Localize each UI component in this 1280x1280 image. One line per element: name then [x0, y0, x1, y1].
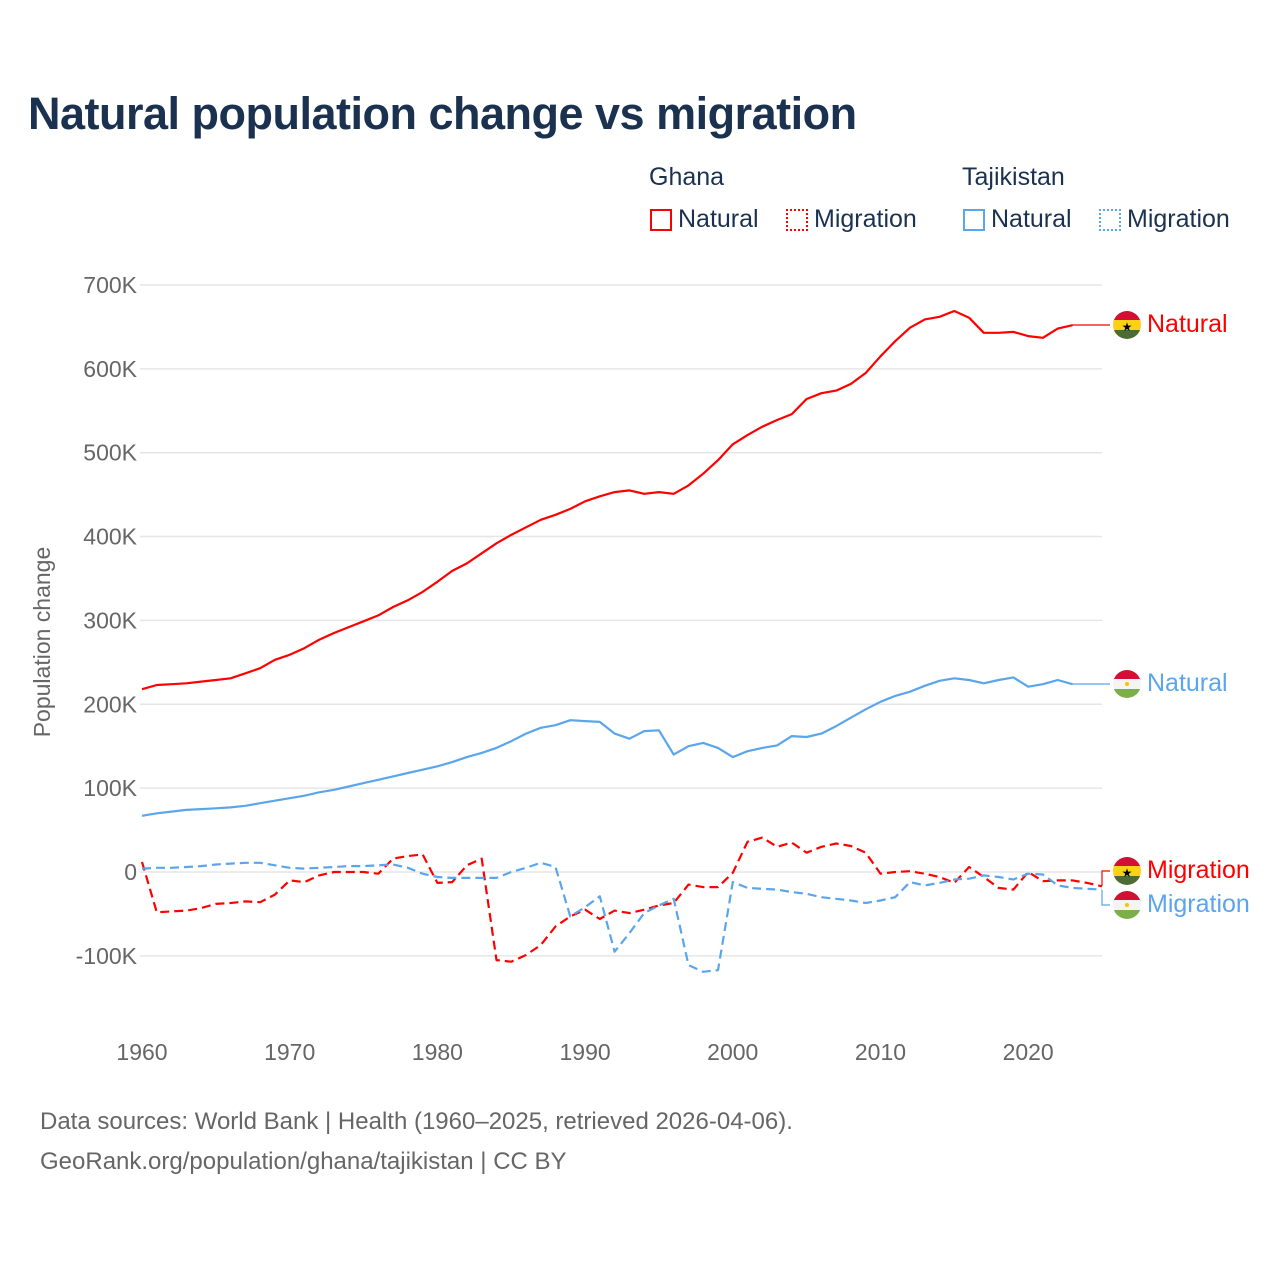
end-label-tajikistan-migration: Migration: [1147, 890, 1250, 918]
x-tick-label: 2010: [855, 1039, 906, 1065]
legend-label: Natural: [678, 205, 759, 233]
y-tick-label: 600K: [83, 356, 137, 382]
legend-tajikistan-migration[interactable]: Migration: [1099, 205, 1230, 234]
footer-credit[interactable]: GeoRank.org/population/ghana/tajikistan …: [40, 1148, 567, 1175]
end-label-tajikistan-natural: Natural: [1147, 669, 1228, 697]
x-tick-label: 2020: [1003, 1039, 1054, 1065]
connector-tajikistan-migration: [1101, 890, 1110, 906]
legend-label: Migration: [814, 205, 917, 233]
y-tick-label: 500K: [83, 440, 137, 466]
tajikistan-flag-icon: [1113, 670, 1141, 698]
x-tick-label: 1980: [412, 1039, 463, 1065]
footer-source: Data sources: World Bank | Health (1960–…: [40, 1108, 793, 1135]
end-label-ghana-migration: Migration: [1147, 856, 1250, 884]
y-axis-label: Population change: [29, 547, 55, 738]
series-line-ghana-migration[interactable]: [140, 836, 1103, 963]
legend-swatch-dotted-blue: [1099, 208, 1121, 231]
chart-title: Natural population change vs migration: [28, 88, 857, 139]
y-tick-label: 200K: [83, 691, 137, 717]
legend-label: Migration: [1127, 205, 1230, 233]
x-tick-label: 1970: [264, 1039, 315, 1065]
tajikistan-flag-icon: [1113, 891, 1141, 919]
x-tick-label: 1960: [116, 1039, 167, 1065]
x-tick-label: 1990: [559, 1039, 610, 1065]
legend-ghana-migration[interactable]: Migration: [786, 205, 917, 234]
y-tick-label: 300K: [83, 607, 137, 633]
legend-group-tajikistan: Tajikistan: [962, 163, 1065, 191]
legend-swatch-solid-red: [650, 208, 672, 231]
svg-text:★: ★: [1122, 866, 1133, 880]
y-tick-label: 700K: [83, 272, 137, 298]
y-tick-label: 0: [124, 859, 137, 885]
x-tick-label: 2000: [707, 1039, 758, 1065]
ghana-flag-icon: ★: [1113, 311, 1141, 339]
ghana-flag-icon: ★: [1113, 857, 1141, 885]
connector-ghana-migration: [1101, 870, 1110, 886]
legend-tajikistan-natural[interactable]: Natural: [963, 205, 1072, 234]
y-tick-label: 100K: [83, 775, 137, 801]
legend-swatch-solid-blue: [963, 208, 985, 231]
series-line-ghana-natural[interactable]: [141, 309, 1073, 691]
legend-ghana-natural[interactable]: Natural: [650, 205, 759, 234]
y-tick-label: -100K: [76, 943, 138, 969]
legend-group-ghana: Ghana: [649, 163, 725, 191]
y-tick-label: 400K: [83, 524, 137, 550]
legend-label: Natural: [991, 205, 1072, 233]
series-line-tajikistan-migration[interactable]: [141, 861, 1103, 973]
svg-text:★: ★: [1122, 320, 1133, 334]
legend-swatch-dotted-red: [786, 208, 808, 231]
series-line-tajikistan-natural[interactable]: [141, 676, 1073, 817]
end-label-ghana-natural: Natural: [1147, 310, 1228, 338]
